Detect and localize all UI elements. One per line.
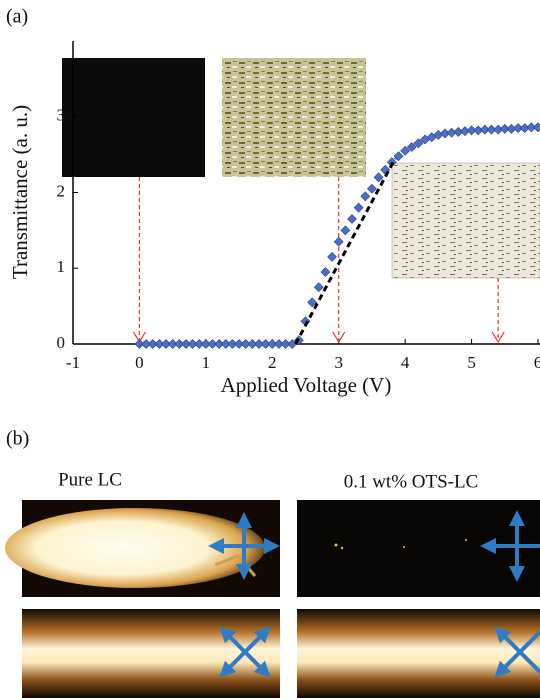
x-tick-label: -1 — [66, 353, 80, 372]
data-point — [334, 237, 343, 246]
inset-texture — [392, 163, 540, 278]
data-point — [314, 283, 323, 292]
panel-label: (b) — [6, 428, 29, 450]
column-label: 0.1 wt% OTS-LC — [344, 471, 479, 492]
data-point — [394, 152, 403, 161]
x-tick-label: 6 — [534, 353, 540, 372]
micrograph — [297, 500, 540, 597]
column-label: Pure LC — [58, 469, 122, 490]
data-point — [321, 268, 330, 277]
x-tick-label: 5 — [467, 353, 476, 372]
panel-label: (a) — [6, 6, 28, 28]
y-tick-label: 0 — [57, 333, 66, 352]
x-tick-label: 3 — [334, 353, 343, 372]
micrograph — [5, 500, 280, 597]
figure: (a) Applied Voltage (V) Transmittance (a… — [0, 0, 540, 698]
inset-dark — [62, 58, 205, 177]
micrograph — [297, 609, 540, 698]
y-tick-label: 1 — [57, 257, 66, 276]
data-point — [348, 215, 357, 224]
micrograph — [22, 609, 280, 698]
x-tick-label: 2 — [268, 353, 277, 372]
data-point — [354, 203, 363, 212]
fit-line — [296, 158, 396, 344]
x-axis-label: Applied Voltage (V) — [221, 373, 392, 397]
y-tick-label: 3 — [57, 106, 66, 125]
inset-texture — [222, 58, 366, 177]
data-point — [361, 192, 370, 201]
data-point — [367, 184, 376, 193]
y-tick-label: 2 — [57, 181, 66, 200]
data-point — [341, 226, 350, 235]
page: (a) Applied Voltage (V) Transmittance (a… — [0, 0, 540, 698]
x-tick-label: 4 — [401, 353, 410, 372]
x-tick-label: 1 — [202, 353, 211, 372]
x-tick-label: 0 — [135, 353, 144, 372]
data-point — [534, 123, 540, 132]
y-axis-label: Transmittance (a. u.) — [8, 105, 32, 279]
data-point — [328, 252, 337, 261]
